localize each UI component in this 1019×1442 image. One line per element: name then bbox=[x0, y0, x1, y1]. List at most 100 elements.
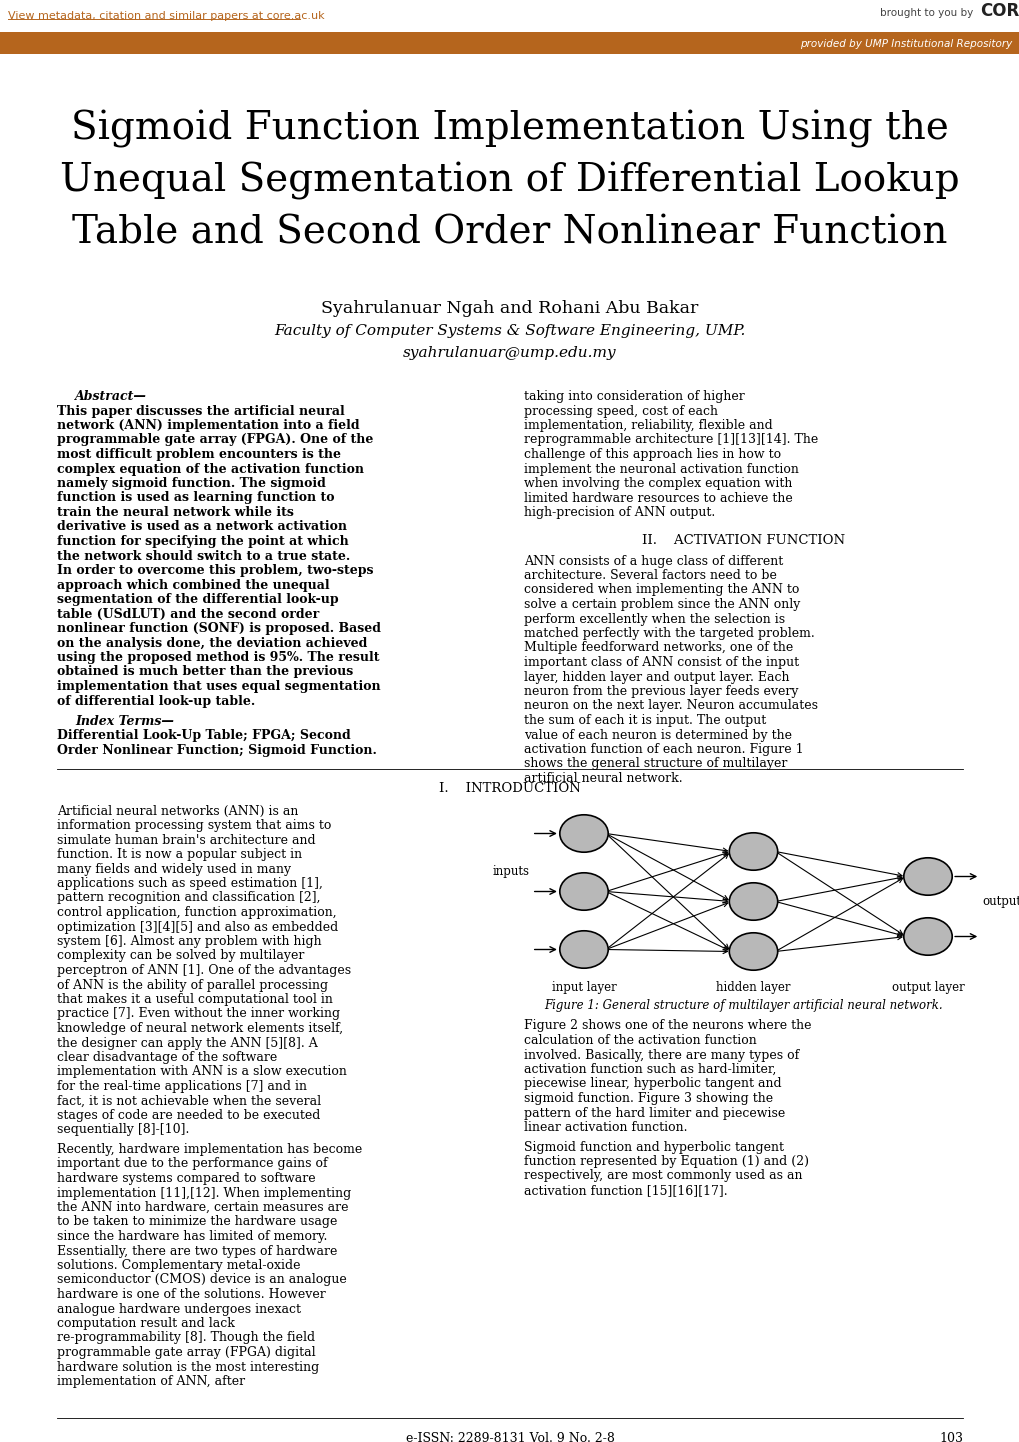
Text: important class of ANN consist of the input: important class of ANN consist of the in… bbox=[524, 656, 798, 669]
Text: implement the neuronal activation function: implement the neuronal activation functi… bbox=[524, 463, 798, 476]
Text: architecture. Several factors need to be: architecture. Several factors need to be bbox=[524, 570, 776, 583]
Text: shows the general structure of multilayer: shows the general structure of multilaye… bbox=[524, 757, 787, 770]
Text: programmable gate array (FPGA). One of the: programmable gate array (FPGA). One of t… bbox=[57, 434, 373, 447]
Text: sequentially [8]-[10].: sequentially [8]-[10]. bbox=[57, 1123, 190, 1136]
Text: piecewise linear, hyperbolic tangent and: piecewise linear, hyperbolic tangent and bbox=[524, 1077, 781, 1090]
Text: analogue hardware undergoes inexact: analogue hardware undergoes inexact bbox=[57, 1302, 301, 1315]
Text: activation function of each neuron. Figure 1: activation function of each neuron. Figu… bbox=[524, 743, 803, 756]
Text: artificial neural network.: artificial neural network. bbox=[524, 771, 682, 784]
Text: provided by UMP Institutional Repository: provided by UMP Institutional Repository bbox=[799, 39, 1011, 49]
Text: function. It is now a popular subject in: function. It is now a popular subject in bbox=[57, 848, 302, 861]
Text: important due to the performance gains of: important due to the performance gains o… bbox=[57, 1158, 327, 1171]
Text: involved. Basically, there are many types of: involved. Basically, there are many type… bbox=[524, 1048, 799, 1061]
Text: Multiple feedforward networks, one of the: Multiple feedforward networks, one of th… bbox=[524, 642, 793, 655]
Text: CORE: CORE bbox=[979, 1, 1019, 20]
Text: challenge of this approach lies in how to: challenge of this approach lies in how t… bbox=[524, 448, 781, 461]
Text: function represented by Equation (1) and (2): function represented by Equation (1) and… bbox=[524, 1155, 808, 1168]
Text: Essentially, there are two types of hardware: Essentially, there are two types of hard… bbox=[57, 1244, 337, 1257]
Text: perceptron of ANN [1]. One of the advantages: perceptron of ANN [1]. One of the advant… bbox=[57, 965, 351, 978]
Text: of differential look-up table.: of differential look-up table. bbox=[57, 695, 255, 708]
Text: obtained is much better than the previous: obtained is much better than the previou… bbox=[57, 666, 353, 679]
Text: stages of code are needed to be executed: stages of code are needed to be executed bbox=[57, 1109, 320, 1122]
Text: matched perfectly with the targeted problem.: matched perfectly with the targeted prob… bbox=[524, 627, 814, 640]
Text: that makes it a useful computational tool in: that makes it a useful computational too… bbox=[57, 994, 332, 1007]
Text: Index Terms—: Index Terms— bbox=[75, 715, 173, 728]
Ellipse shape bbox=[559, 872, 607, 910]
Text: reprogrammable architecture [1][13][14]. The: reprogrammable architecture [1][13][14].… bbox=[524, 434, 817, 447]
Text: activation function such as hard-limiter,: activation function such as hard-limiter… bbox=[524, 1063, 775, 1076]
Text: using the proposed method is 95%. The result: using the proposed method is 95%. The re… bbox=[57, 650, 379, 663]
Text: namely sigmoid function. The sigmoid: namely sigmoid function. The sigmoid bbox=[57, 477, 325, 490]
Text: the ANN into hardware, certain measures are: the ANN into hardware, certain measures … bbox=[57, 1201, 348, 1214]
Text: segmentation of the differential look-up: segmentation of the differential look-up bbox=[57, 593, 338, 606]
Text: perform excellently when the selection is: perform excellently when the selection i… bbox=[524, 613, 785, 626]
Text: Order Nonlinear Function; Sigmoid Function.: Order Nonlinear Function; Sigmoid Functi… bbox=[57, 744, 376, 757]
Text: re-programmability [8]. Though the field: re-programmability [8]. Though the field bbox=[57, 1331, 315, 1344]
Text: neuron on the next layer. Neuron accumulates: neuron on the next layer. Neuron accumul… bbox=[524, 699, 817, 712]
Text: Sigmoid Function Implementation Using the: Sigmoid Function Implementation Using th… bbox=[71, 110, 948, 149]
Ellipse shape bbox=[903, 917, 952, 955]
Bar bbox=[0, 32, 1019, 53]
Text: network (ANN) implementation into a field: network (ANN) implementation into a fiel… bbox=[57, 420, 360, 433]
Text: simulate human brain's architecture and: simulate human brain's architecture and bbox=[57, 833, 315, 846]
Text: Figure 2 shows one of the neurons where the: Figure 2 shows one of the neurons where … bbox=[524, 1019, 811, 1032]
Text: on the analysis done, the deviation achieved: on the analysis done, the deviation achi… bbox=[57, 636, 367, 649]
Text: implementation, reliability, flexible and: implementation, reliability, flexible an… bbox=[524, 420, 772, 433]
Text: value of each neuron is determined by the: value of each neuron is determined by th… bbox=[524, 728, 791, 741]
Text: high-precision of ANN output.: high-precision of ANN output. bbox=[524, 506, 714, 519]
Text: implementation of ANN, after: implementation of ANN, after bbox=[57, 1376, 245, 1389]
Text: derivative is used as a network activation: derivative is used as a network activati… bbox=[57, 521, 346, 534]
Text: taking into consideration of higher: taking into consideration of higher bbox=[524, 389, 744, 402]
Text: applications such as speed estimation [1],: applications such as speed estimation [1… bbox=[57, 877, 323, 890]
Text: knowledge of neural network elements itself,: knowledge of neural network elements its… bbox=[57, 1022, 342, 1035]
Ellipse shape bbox=[903, 858, 952, 895]
Text: most difficult problem encounters is the: most difficult problem encounters is the bbox=[57, 448, 340, 461]
Text: e-ISSN: 2289-8131 Vol. 9 No. 2-8: e-ISSN: 2289-8131 Vol. 9 No. 2-8 bbox=[406, 1432, 613, 1442]
Text: many fields and widely used in many: many fields and widely used in many bbox=[57, 862, 290, 875]
Text: to be taken to minimize the hardware usage: to be taken to minimize the hardware usa… bbox=[57, 1216, 337, 1229]
Text: Table and Second Order Nonlinear Function: Table and Second Order Nonlinear Functio… bbox=[72, 213, 947, 251]
Text: brought to you by: brought to you by bbox=[879, 9, 972, 17]
Text: output layer: output layer bbox=[891, 982, 963, 995]
Text: pattern recognition and classification [2],: pattern recognition and classification [… bbox=[57, 891, 320, 904]
Text: the designer can apply the ANN [5][8]. A: the designer can apply the ANN [5][8]. A bbox=[57, 1037, 318, 1050]
Text: Syahrulanuar Ngah and Rohani Abu Bakar: Syahrulanuar Ngah and Rohani Abu Bakar bbox=[321, 300, 698, 317]
Text: II.    ACTIVATION FUNCTION: II. ACTIVATION FUNCTION bbox=[641, 535, 844, 548]
Text: solve a certain problem since the ANN only: solve a certain problem since the ANN on… bbox=[524, 598, 800, 611]
Text: hardware systems compared to software: hardware systems compared to software bbox=[57, 1172, 315, 1185]
Text: 103: 103 bbox=[938, 1432, 962, 1442]
Text: outputs: outputs bbox=[981, 895, 1019, 908]
Text: hidden layer: hidden layer bbox=[715, 982, 790, 995]
Text: the sum of each it is input. The output: the sum of each it is input. The output bbox=[524, 714, 765, 727]
Text: Recently, hardware implementation has become: Recently, hardware implementation has be… bbox=[57, 1144, 362, 1156]
Text: control application, function approximation,: control application, function approximat… bbox=[57, 906, 336, 919]
Text: Faculty of Computer Systems & Software Engineering, UMP.: Faculty of Computer Systems & Software E… bbox=[274, 324, 745, 337]
Ellipse shape bbox=[729, 833, 776, 870]
Text: input layer: input layer bbox=[551, 982, 615, 995]
Text: system [6]. Almost any problem with high: system [6]. Almost any problem with high bbox=[57, 934, 321, 947]
Text: complex equation of the activation function: complex equation of the activation funct… bbox=[57, 463, 364, 476]
Text: linear activation function.: linear activation function. bbox=[524, 1120, 687, 1133]
Text: table (USdLUT) and the second order: table (USdLUT) and the second order bbox=[57, 607, 319, 620]
Text: hardware is one of the solutions. However: hardware is one of the solutions. Howeve… bbox=[57, 1288, 325, 1301]
Text: semiconductor (CMOS) device is an analogue: semiconductor (CMOS) device is an analog… bbox=[57, 1273, 346, 1286]
Text: respectively, are most commonly used as an: respectively, are most commonly used as … bbox=[524, 1169, 802, 1182]
Text: optimization [3][4][5] and also as embedded: optimization [3][4][5] and also as embed… bbox=[57, 920, 338, 933]
Text: approach which combined the unequal: approach which combined the unequal bbox=[57, 578, 329, 591]
Text: the network should switch to a true state.: the network should switch to a true stat… bbox=[57, 549, 350, 562]
Text: sigmoid function. Figure 3 showing the: sigmoid function. Figure 3 showing the bbox=[524, 1092, 772, 1105]
Text: solutions. Complementary metal-oxide: solutions. Complementary metal-oxide bbox=[57, 1259, 301, 1272]
Text: Artificial neural networks (ANN) is an: Artificial neural networks (ANN) is an bbox=[57, 805, 299, 818]
Text: implementation with ANN is a slow execution: implementation with ANN is a slow execut… bbox=[57, 1066, 346, 1079]
Text: practice [7]. Even without the inner working: practice [7]. Even without the inner wor… bbox=[57, 1008, 339, 1021]
Ellipse shape bbox=[559, 930, 607, 968]
Text: complexity can be solved by multilayer: complexity can be solved by multilayer bbox=[57, 949, 304, 962]
Text: fact, it is not achievable when the several: fact, it is not achievable when the seve… bbox=[57, 1094, 321, 1107]
Text: clear disadvantage of the software: clear disadvantage of the software bbox=[57, 1051, 277, 1064]
Text: train the neural network while its: train the neural network while its bbox=[57, 506, 293, 519]
Text: of ANN is the ability of parallel processing: of ANN is the ability of parallel proces… bbox=[57, 979, 328, 992]
Text: ANN consists of a huge class of different: ANN consists of a huge class of differen… bbox=[524, 555, 783, 568]
Text: when involving the complex equation with: when involving the complex equation with bbox=[524, 477, 792, 490]
Text: for the real-time applications [7] and in: for the real-time applications [7] and i… bbox=[57, 1080, 307, 1093]
Text: function is used as learning function to: function is used as learning function to bbox=[57, 492, 334, 505]
